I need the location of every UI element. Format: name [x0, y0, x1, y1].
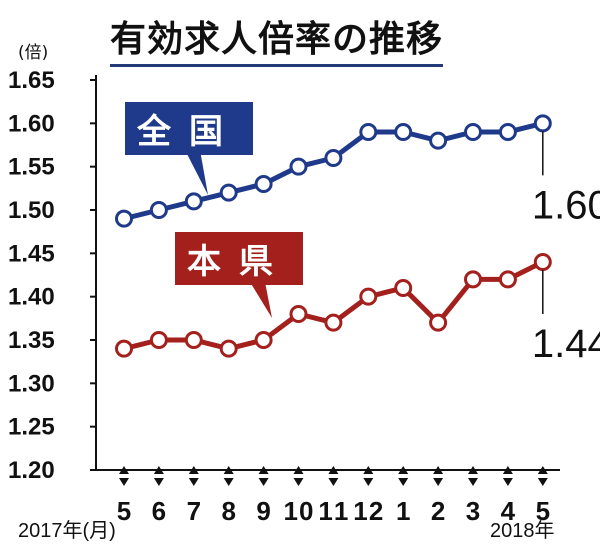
- x-tick-label: 5: [117, 496, 131, 526]
- legend-pointer-prefecture: [250, 282, 272, 318]
- x-tick-mark: [398, 478, 409, 486]
- data-point: [533, 253, 552, 271]
- x-tick-mark: [223, 478, 234, 486]
- y-tick-label: 1.25: [8, 414, 55, 441]
- y-tick-label: 1.65: [8, 67, 55, 94]
- data-point: [359, 287, 378, 306]
- x-tick-mark: [363, 466, 374, 474]
- x-tick-mark: [363, 478, 374, 486]
- x-tick-label: 9: [256, 496, 270, 526]
- y-tick-label: 1.20: [8, 457, 55, 484]
- data-point: [289, 305, 308, 323]
- legend-national: 全国: [125, 102, 253, 155]
- x-tick-mark: [433, 466, 444, 474]
- x-tick-mark: [293, 466, 304, 474]
- x-tick-label: 2: [431, 496, 445, 526]
- data-point: [184, 331, 203, 349]
- x-tick-mark: [258, 466, 269, 474]
- x-tick-mark: [328, 466, 339, 474]
- data-point: [359, 123, 378, 141]
- x-tick-mark: [119, 466, 129, 474]
- x-tick-label: 1: [396, 496, 410, 526]
- x-tick-label: 6: [152, 496, 166, 526]
- y-tick-label: 1.35: [8, 327, 55, 354]
- legend-prefecture: 本県: [175, 232, 303, 285]
- x-tick-mark: [258, 478, 269, 486]
- x-tick-mark: [502, 466, 513, 474]
- x-tick-label: 12: [353, 496, 383, 526]
- end-value-label: 1.60: [532, 183, 600, 227]
- data-point: [498, 123, 517, 141]
- x-tick-mark: [468, 478, 478, 486]
- x-tick-label: 8: [221, 496, 235, 526]
- data-point: [324, 149, 343, 167]
- x-tick-mark: [433, 478, 444, 486]
- y-tick-label: 1.40: [8, 284, 55, 311]
- x-tick-mark: [537, 466, 548, 474]
- x-end-label: 2018年: [490, 520, 555, 542]
- data-point: [324, 313, 343, 332]
- data-point: [115, 209, 133, 228]
- y-tick-label: 1.60: [8, 110, 55, 137]
- y-tick-label: 1.45: [8, 240, 55, 267]
- data-point: [149, 331, 168, 349]
- x-tick-label: 3: [466, 496, 480, 526]
- y-tick-label: 1.30: [8, 370, 55, 397]
- data-point: [429, 131, 448, 150]
- x-tick-mark: [502, 478, 513, 486]
- x-tick-mark: [153, 478, 164, 486]
- x-tick-mark: [328, 478, 339, 486]
- x-tick-mark: [468, 466, 478, 474]
- data-point: [219, 339, 238, 358]
- data-point: [254, 331, 273, 349]
- data-point: [289, 157, 308, 176]
- x-tick-mark: [537, 478, 548, 486]
- data-point: [394, 123, 413, 141]
- end-value-label: 1.44: [532, 322, 600, 366]
- y-tick-label: 1.55: [8, 154, 55, 181]
- x-tick-label: 4: [501, 496, 516, 526]
- data-point: [498, 270, 517, 289]
- x-tick-mark: [119, 478, 129, 486]
- data-point: [254, 175, 273, 193]
- x-tick-label: 10: [284, 496, 314, 526]
- y-tick-label: 1.50: [8, 197, 55, 224]
- x-tick-mark: [153, 466, 164, 474]
- x-tick-mark: [188, 478, 199, 486]
- data-point: [115, 339, 133, 358]
- data-point: [184, 192, 203, 211]
- x-tick-label: 7: [187, 496, 201, 526]
- x-tick-mark: [293, 478, 304, 486]
- data-point: [219, 183, 238, 202]
- data-point: [464, 270, 482, 289]
- x-tick-mark: [398, 466, 409, 474]
- chart-title: 有効求人倍率の推移: [110, 10, 444, 67]
- x-start-label: 2017年(月): [18, 520, 116, 542]
- data-point: [533, 114, 552, 133]
- x-tick-label: 5: [536, 496, 550, 526]
- y-axis-unit: (倍): [18, 43, 49, 63]
- x-tick-mark: [188, 466, 199, 474]
- data-point: [464, 123, 482, 141]
- data-point: [149, 201, 168, 219]
- data-point: [394, 279, 413, 297]
- x-tick-mark: [223, 466, 234, 474]
- legend-pointer-national: [185, 150, 208, 195]
- x-tick-label: 11: [318, 496, 348, 526]
- data-point: [429, 313, 448, 332]
